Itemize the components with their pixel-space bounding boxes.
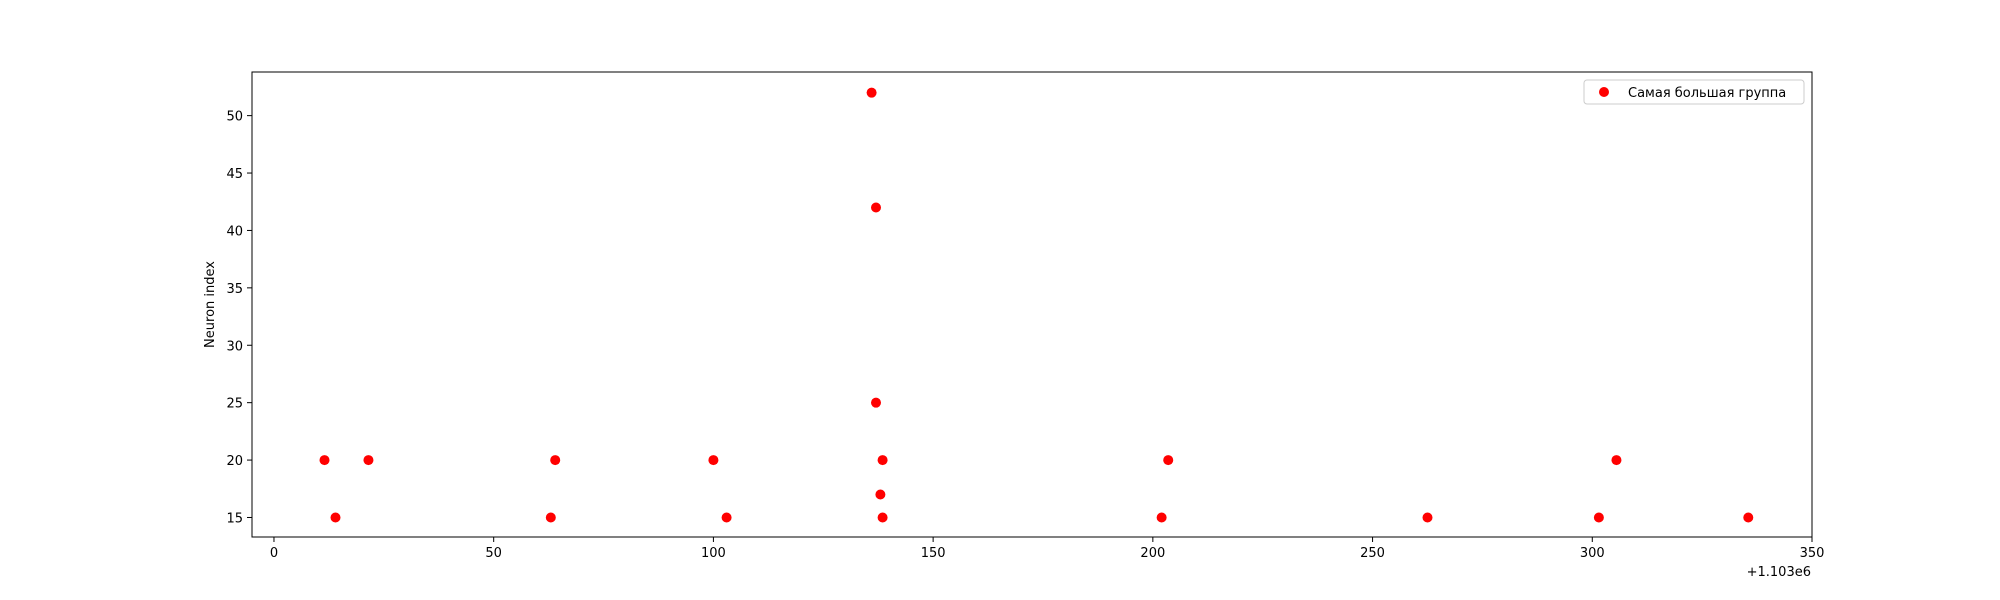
legend-marker (1599, 87, 1609, 97)
x-tick-label: 250 (1360, 546, 1385, 561)
x-tick-label: 0 (270, 546, 278, 561)
y-axis-ticks: 15 20 25 30 35 40 45 50 (226, 110, 252, 526)
y-tick-label: 20 (226, 454, 243, 469)
x-axis-ticks: 0 50 100 150 200 250 300 350 (270, 537, 1825, 561)
data-point (319, 455, 330, 466)
data-point (1163, 455, 1174, 466)
data-point (708, 455, 719, 466)
legend-label: Самая большая группа (1628, 86, 1786, 101)
x-tick-label: 300 (1580, 546, 1605, 561)
data-point (1611, 455, 1622, 466)
x-tick-label: 150 (921, 546, 946, 561)
legend: Самая большая группа (1583, 79, 1805, 105)
data-point (871, 202, 881, 213)
legend-frame (1583, 79, 1805, 105)
data-point (550, 455, 561, 466)
y-tick-label: 35 (226, 282, 243, 297)
data-points (319, 87, 1754, 523)
data-point (545, 512, 556, 523)
y-axis-label: Neuron index (203, 261, 218, 348)
y-tick-label: 45 (226, 167, 243, 182)
plot-frame (251, 71, 1813, 538)
y-tick-label: 15 (226, 511, 243, 526)
y-tick-label: 50 (226, 110, 243, 125)
y-tick-label: 25 (226, 397, 243, 412)
data-point (1743, 512, 1754, 523)
x-tick-label: 200 (1140, 546, 1165, 561)
x-tick-label: 100 (701, 546, 726, 561)
data-point (363, 455, 374, 466)
y-tick-label: 40 (226, 224, 243, 239)
data-point (877, 512, 888, 523)
data-point (1156, 512, 1167, 523)
data-point (330, 512, 341, 523)
x-axis-offset-label: +1.103e6 (1747, 565, 1811, 580)
x-tick-label: 50 (485, 546, 502, 561)
data-point (721, 512, 732, 523)
data-point (866, 87, 877, 98)
data-point (871, 397, 881, 408)
data-point (1593, 512, 1604, 523)
data-point (877, 455, 888, 466)
x-tick-label: 350 (1800, 546, 1825, 561)
data-point (1422, 512, 1433, 523)
y-tick-label: 30 (226, 339, 243, 354)
data-point (875, 489, 886, 500)
